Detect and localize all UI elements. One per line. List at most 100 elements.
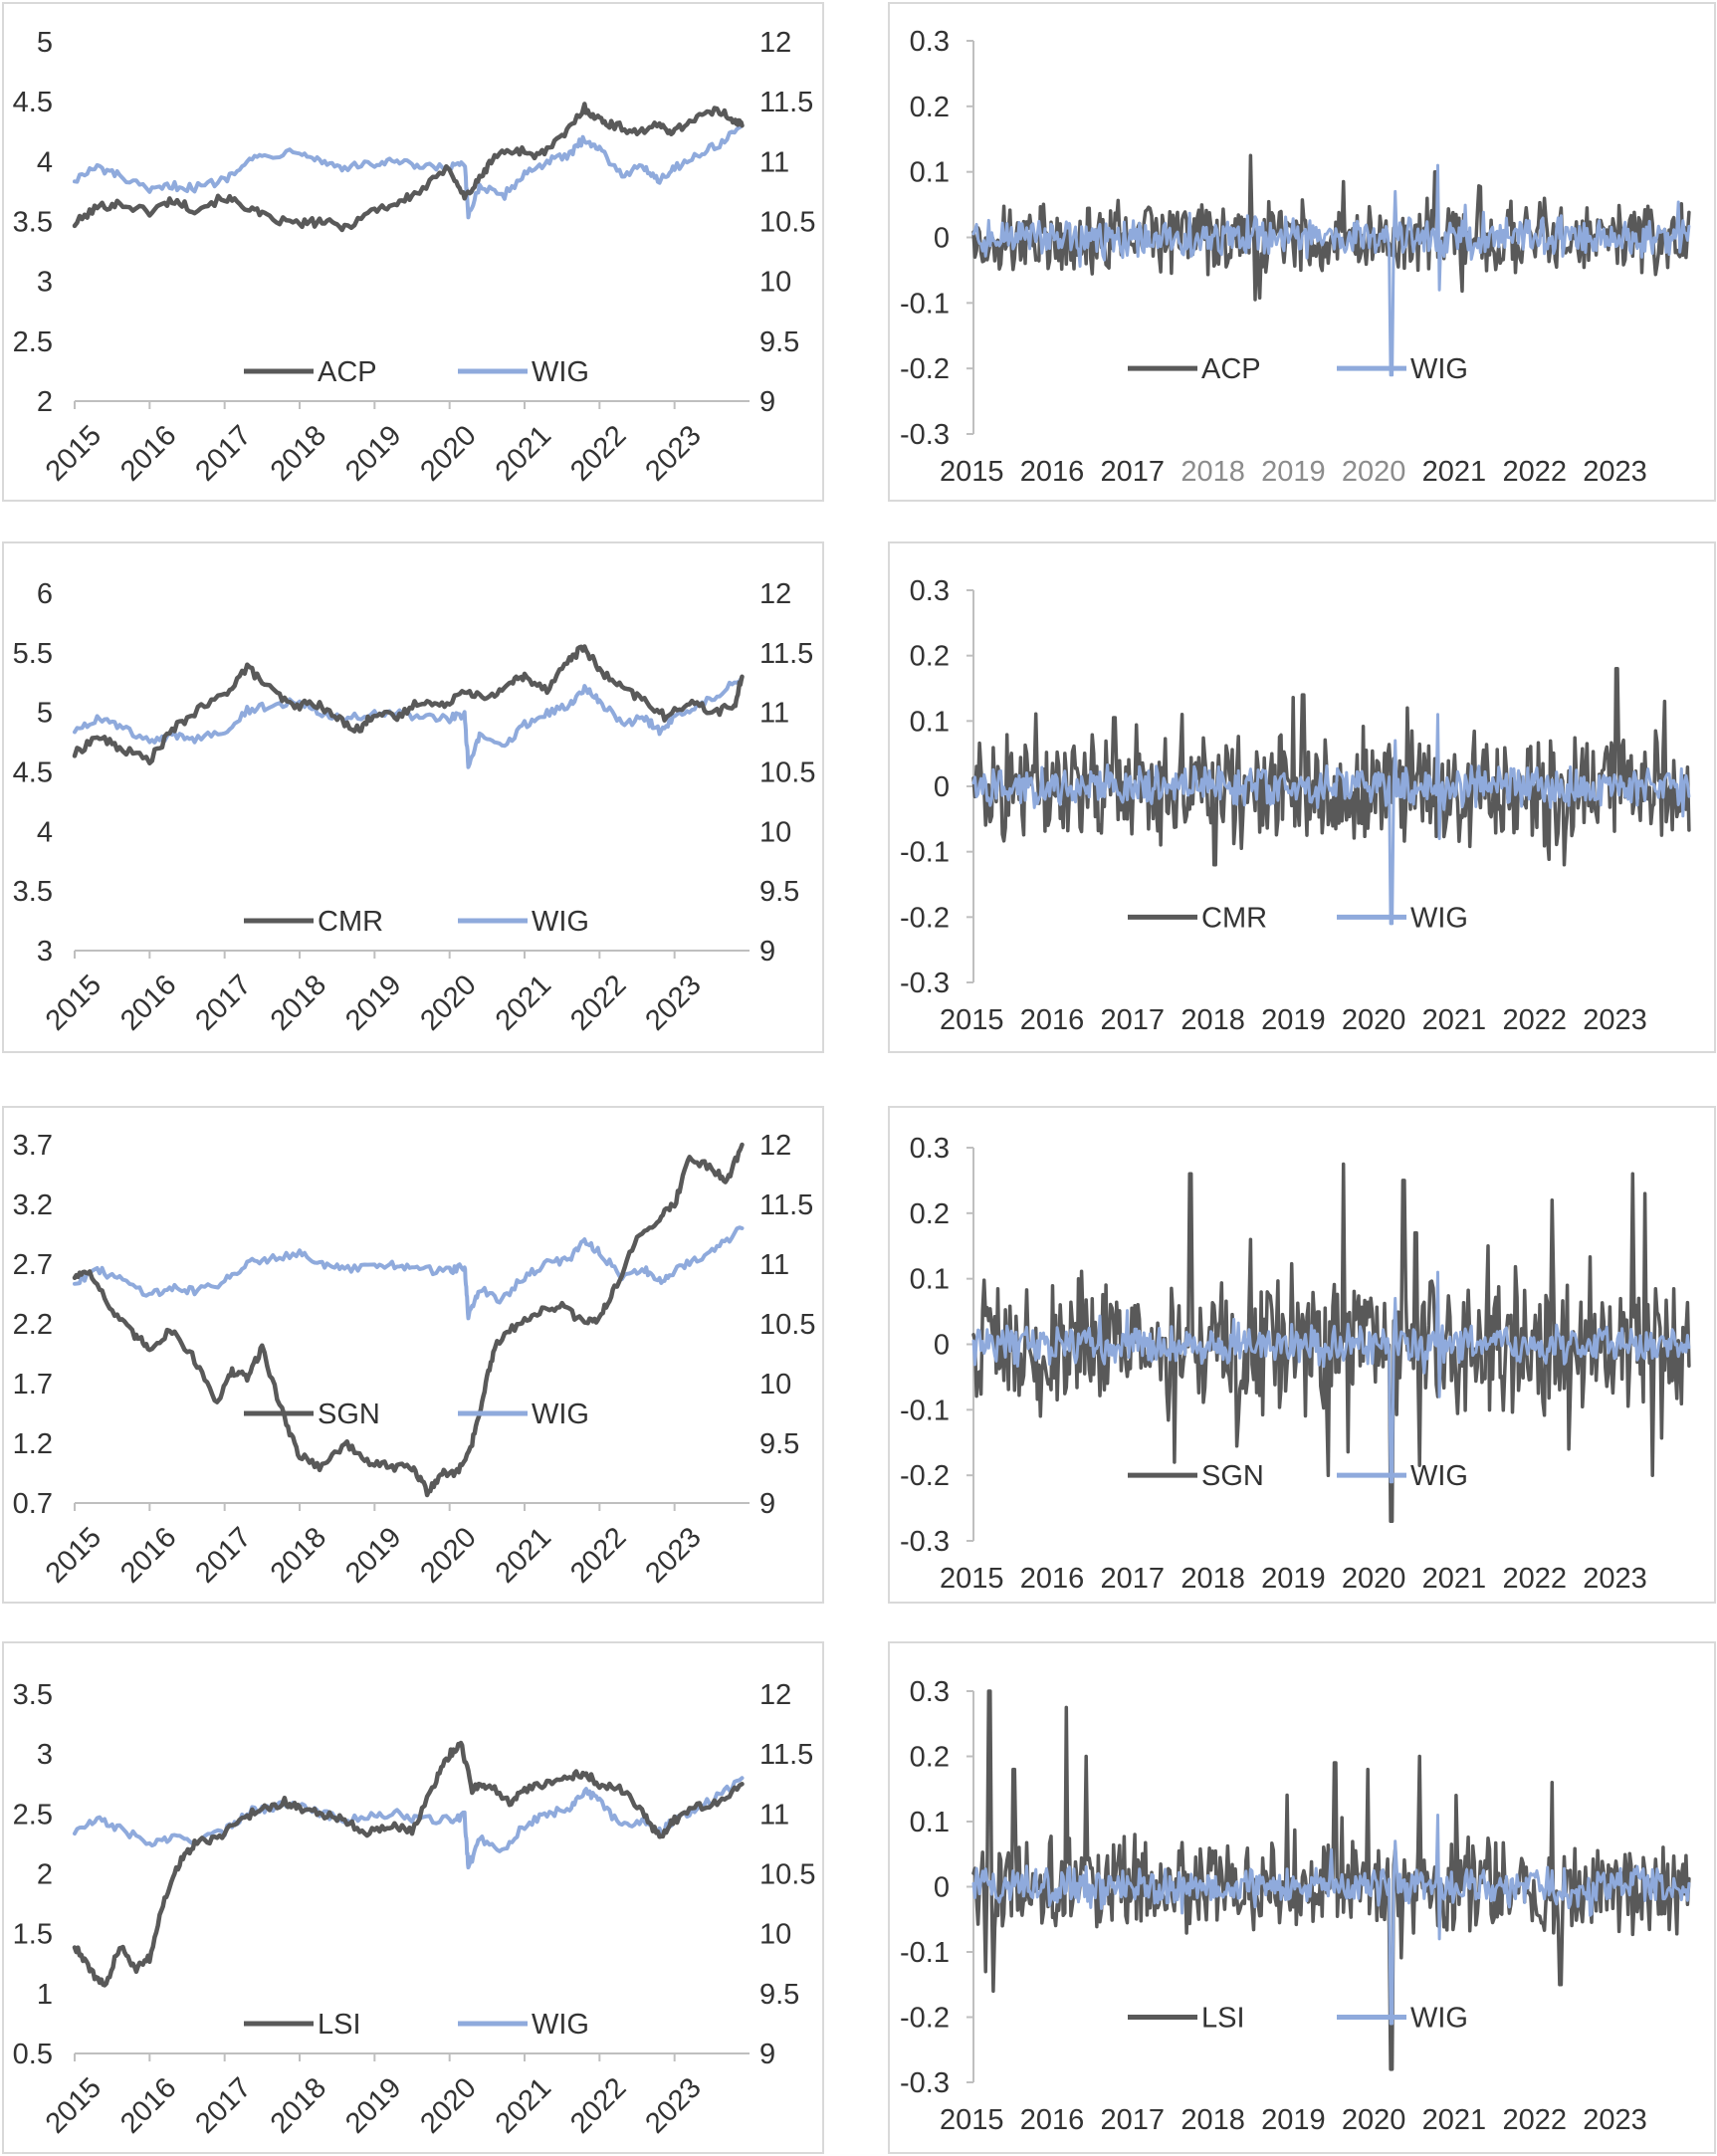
x-tick-label: 2021 bbox=[1422, 1004, 1487, 1036]
y-tick-label: 1.7 bbox=[13, 1369, 53, 1401]
y2-tick-label: 9 bbox=[759, 386, 775, 418]
legend-label-wig: WIG bbox=[1410, 902, 1468, 934]
y2-tick-label: 12 bbox=[759, 578, 791, 610]
x-tick-label: 2022 bbox=[1502, 1563, 1567, 1595]
y-tick-label: 0 bbox=[934, 223, 950, 255]
legend-label-wig: WIG bbox=[532, 356, 589, 388]
legend-label-wig: WIG bbox=[532, 2009, 589, 2041]
y2-tick-label: 9.5 bbox=[759, 876, 799, 908]
y2-tick-label: 9 bbox=[759, 1488, 775, 1520]
series-line-cmr bbox=[72, 644, 745, 765]
y2-tick-label: 9 bbox=[759, 2039, 775, 2070]
legend-label-wig: WIG bbox=[532, 1399, 589, 1430]
series-line-wig bbox=[971, 713, 1691, 926]
y-tick-label: 2 bbox=[37, 1859, 53, 1891]
y-tick-label: 0.2 bbox=[910, 1742, 950, 1774]
x-tick-label: 2015 bbox=[940, 2104, 1004, 2136]
y2-tick-label: 10 bbox=[759, 267, 791, 299]
legend-label-acp: ACP bbox=[318, 356, 377, 388]
y2-tick-label: 9.5 bbox=[759, 1428, 799, 1460]
y2-tick-label: 11 bbox=[759, 146, 789, 178]
x-tick-label: 2017 bbox=[1101, 456, 1166, 488]
x-tick-label: 2020 bbox=[1342, 456, 1406, 488]
x-tick-label: 2018 bbox=[1180, 2104, 1245, 2136]
legend-label-lsi: LSI bbox=[1201, 2003, 1245, 2035]
series-line-wig bbox=[73, 674, 745, 769]
y-tick-label: 3 bbox=[37, 1739, 53, 1771]
y-tick-label: 0.2 bbox=[910, 641, 950, 673]
returns-chart-1: 0.3 0.2 0.1 0 -0.1 -0.2 -0.3 2015 2016 2017 2018 20… bbox=[888, 2, 1716, 502]
x-tick-label: 2016 bbox=[1020, 1563, 1085, 1595]
x-tick-label: 2019 bbox=[1261, 1563, 1326, 1595]
y-tick-label: 0 bbox=[934, 1872, 950, 1904]
x-tick-label: 2016 bbox=[1020, 456, 1085, 488]
x-tick-label: 2019 bbox=[1261, 1004, 1326, 1036]
y2-tick-label: 9.5 bbox=[759, 326, 799, 358]
y2-tick-label: 9.5 bbox=[759, 1979, 799, 2011]
y-tick-label: 0 bbox=[934, 1330, 950, 1362]
y-tick-label: -0.2 bbox=[900, 353, 950, 385]
series-line-lsi bbox=[72, 1740, 745, 1988]
y-tick-label: 3.7 bbox=[13, 1130, 53, 1162]
x-tick-label: 2023 bbox=[1583, 1004, 1647, 1036]
x-tick-label: 2020 bbox=[1342, 1004, 1406, 1036]
y-tick-label: 5 bbox=[37, 27, 53, 59]
y-tick-label: -0.1 bbox=[900, 288, 950, 320]
y-tick-label: 0.2 bbox=[910, 1198, 950, 1230]
y-tick-label: 6 bbox=[37, 578, 53, 610]
y-tick-label: -0.3 bbox=[900, 419, 950, 451]
series-line-acp bbox=[72, 102, 745, 233]
x-tick-label: 2020 bbox=[1342, 2104, 1406, 2136]
y-tick-label: 0.5 bbox=[13, 2039, 53, 2070]
series-line-sgn bbox=[72, 1142, 745, 1498]
y-tick-label: -0.1 bbox=[900, 1395, 950, 1426]
y-tick-label: 2.5 bbox=[13, 326, 53, 358]
y-tick-label: 0.7 bbox=[13, 1488, 53, 1520]
legend-label-cmr: CMR bbox=[318, 906, 383, 938]
returns-chart-2: 0.3 0.2 0.1 0 -0.1 -0.2 -0.3 2015 2016 2017 2018 20… bbox=[888, 541, 1716, 1053]
chart-frame bbox=[2, 1641, 824, 2154]
y2-tick-label: 11 bbox=[759, 1249, 789, 1281]
y-tick-label: 0.2 bbox=[910, 92, 950, 123]
y-tick-label: 4.5 bbox=[13, 87, 53, 118]
y2-tick-label: 9 bbox=[759, 936, 775, 968]
y-tick-label: 1.2 bbox=[13, 1428, 53, 1460]
y-tick-label: 2.5 bbox=[13, 1799, 53, 1831]
x-tick-label: 2015 bbox=[940, 1563, 1004, 1595]
y-tick-label: 0.1 bbox=[910, 157, 950, 189]
y-tick-label: 0 bbox=[934, 771, 950, 803]
y2-tick-label: 10 bbox=[759, 1919, 791, 1951]
legend-label-acp: ACP bbox=[1201, 353, 1261, 385]
y-tick-label: -0.2 bbox=[900, 1460, 950, 1492]
y-tick-label: 2.7 bbox=[13, 1249, 53, 1281]
y-tick-label: -0.1 bbox=[900, 1937, 950, 1969]
price-chart-4: 2015 2016 2017 2018 2019 2020 2021 2022 20233.53… bbox=[2, 1641, 824, 2154]
y-tick-label: 1 bbox=[37, 1979, 53, 2011]
y-tick-label: 0.1 bbox=[910, 1264, 950, 1296]
x-tick-label: 2016 bbox=[1020, 1004, 1085, 1036]
y-tick-label: -0.3 bbox=[900, 968, 950, 999]
y-tick-label: 5 bbox=[37, 698, 53, 730]
legend-label-sgn: SGN bbox=[1201, 1460, 1264, 1492]
y-tick-label: 0.1 bbox=[910, 1807, 950, 1838]
y-tick-label: -0.1 bbox=[900, 837, 950, 869]
y-tick-label: 0.3 bbox=[910, 26, 950, 58]
legend-label-sgn: SGN bbox=[318, 1399, 380, 1430]
y-tick-label: 3 bbox=[37, 267, 53, 299]
x-tick-label: 2018 bbox=[1180, 1004, 1245, 1036]
y2-tick-label: 12 bbox=[759, 1130, 791, 1162]
x-tick-label: 2023 bbox=[1583, 1563, 1647, 1595]
y-tick-label: 3 bbox=[37, 936, 53, 968]
y-tick-label: 5.5 bbox=[13, 638, 53, 670]
series-line-wig bbox=[971, 1814, 1691, 2026]
y-tick-label: 2.2 bbox=[13, 1309, 53, 1341]
y2-tick-label: 10 bbox=[759, 1369, 791, 1401]
y-tick-label: 3.2 bbox=[13, 1189, 53, 1221]
chart-frame bbox=[2, 1106, 824, 1604]
x-tick-label: 2018 bbox=[1180, 1563, 1245, 1595]
y-tick-label: -0.2 bbox=[900, 2003, 950, 2035]
y-tick-label: 1.5 bbox=[13, 1919, 53, 1951]
y-tick-label: 2 bbox=[37, 386, 53, 418]
x-tick-label: 2015 bbox=[940, 1004, 1004, 1036]
y2-tick-label: 12 bbox=[759, 1679, 791, 1711]
